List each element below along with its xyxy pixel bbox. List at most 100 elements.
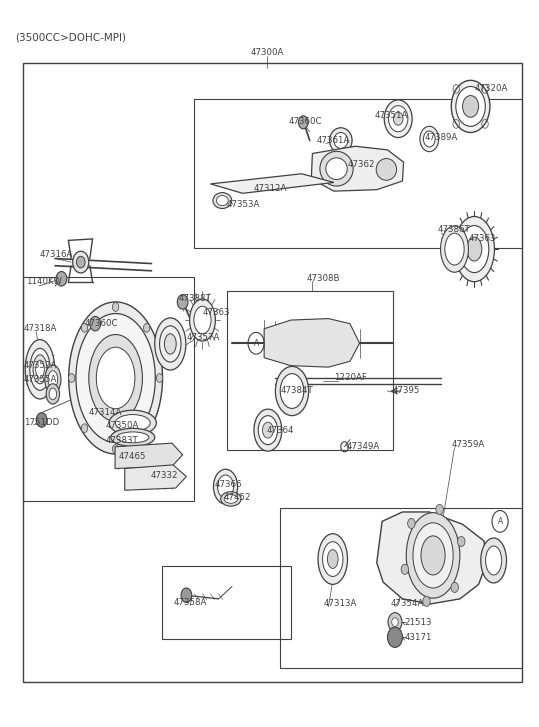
Ellipse shape xyxy=(393,112,403,125)
Ellipse shape xyxy=(48,371,58,388)
Circle shape xyxy=(436,505,444,515)
Text: A: A xyxy=(497,517,503,526)
Bar xyxy=(162,566,291,639)
Ellipse shape xyxy=(384,100,412,137)
Ellipse shape xyxy=(440,226,468,272)
Text: 47352A: 47352A xyxy=(24,361,57,370)
Circle shape xyxy=(143,324,150,332)
Polygon shape xyxy=(115,443,183,468)
Ellipse shape xyxy=(326,158,347,180)
Text: 47308B: 47308B xyxy=(307,273,341,283)
Ellipse shape xyxy=(420,126,439,152)
Text: 47350A: 47350A xyxy=(106,420,139,430)
Ellipse shape xyxy=(30,348,50,390)
Polygon shape xyxy=(312,146,404,191)
Ellipse shape xyxy=(460,225,489,273)
Circle shape xyxy=(177,294,188,309)
Ellipse shape xyxy=(46,384,60,404)
Circle shape xyxy=(113,302,119,311)
Text: 1220AF: 1220AF xyxy=(334,374,367,382)
Ellipse shape xyxy=(96,348,135,409)
Text: 47332: 47332 xyxy=(150,471,178,481)
Ellipse shape xyxy=(327,550,338,569)
Ellipse shape xyxy=(213,469,238,504)
Polygon shape xyxy=(377,512,487,604)
Circle shape xyxy=(401,564,409,574)
Ellipse shape xyxy=(254,409,282,451)
Text: 47314A: 47314A xyxy=(88,409,122,417)
Text: 47318A: 47318A xyxy=(24,324,57,333)
Ellipse shape xyxy=(322,542,343,577)
Text: 47384T: 47384T xyxy=(280,386,313,395)
Bar xyxy=(195,99,522,248)
Circle shape xyxy=(143,424,150,433)
Text: 47386T: 47386T xyxy=(438,225,471,234)
Circle shape xyxy=(388,613,402,632)
Text: A: A xyxy=(253,339,259,348)
Text: 47395: 47395 xyxy=(393,386,420,395)
Ellipse shape xyxy=(334,132,348,148)
Ellipse shape xyxy=(109,410,156,435)
Ellipse shape xyxy=(25,340,55,399)
Circle shape xyxy=(56,271,67,286)
Text: 47389A: 47389A xyxy=(425,133,458,142)
Ellipse shape xyxy=(89,334,142,422)
Ellipse shape xyxy=(462,95,479,117)
Text: 47366: 47366 xyxy=(215,480,243,489)
Ellipse shape xyxy=(389,105,408,132)
Text: 43171: 43171 xyxy=(405,632,432,642)
Text: 47360C: 47360C xyxy=(288,117,322,126)
Circle shape xyxy=(73,252,89,273)
Text: 47452: 47452 xyxy=(224,493,251,502)
Ellipse shape xyxy=(486,546,502,575)
Ellipse shape xyxy=(280,374,304,409)
Text: 1751DD: 1751DD xyxy=(24,418,59,427)
Circle shape xyxy=(113,445,119,454)
Ellipse shape xyxy=(424,131,435,147)
Ellipse shape xyxy=(258,416,278,445)
Text: 47353A: 47353A xyxy=(226,200,260,209)
Bar xyxy=(23,63,522,682)
Ellipse shape xyxy=(224,494,238,503)
Ellipse shape xyxy=(68,302,163,454)
Polygon shape xyxy=(211,174,334,193)
Text: 47364: 47364 xyxy=(267,425,294,435)
Text: 47362: 47362 xyxy=(347,160,375,169)
Ellipse shape xyxy=(329,128,352,153)
Ellipse shape xyxy=(451,80,490,132)
Polygon shape xyxy=(125,465,186,490)
Ellipse shape xyxy=(467,237,482,261)
Ellipse shape xyxy=(217,196,228,206)
Text: 47361A: 47361A xyxy=(317,136,350,145)
Text: 47388T: 47388T xyxy=(178,294,211,303)
Ellipse shape xyxy=(36,361,44,378)
Ellipse shape xyxy=(194,306,211,334)
Ellipse shape xyxy=(454,217,494,281)
Circle shape xyxy=(388,627,403,648)
Text: 21513: 21513 xyxy=(405,617,432,627)
Circle shape xyxy=(36,413,47,427)
Text: 47316A: 47316A xyxy=(40,250,73,260)
Text: 47363: 47363 xyxy=(469,234,496,244)
Circle shape xyxy=(299,116,308,129)
Text: 47360C: 47360C xyxy=(85,319,118,328)
Circle shape xyxy=(81,424,88,433)
Text: 47349A: 47349A xyxy=(346,442,379,451)
Ellipse shape xyxy=(76,313,155,443)
Text: 47300A: 47300A xyxy=(250,47,284,57)
Ellipse shape xyxy=(116,432,149,443)
Ellipse shape xyxy=(111,428,155,446)
Circle shape xyxy=(458,537,465,547)
Text: 47383T: 47383T xyxy=(106,436,139,446)
Ellipse shape xyxy=(45,365,61,394)
Ellipse shape xyxy=(155,318,186,370)
Text: 47359A: 47359A xyxy=(452,440,485,449)
Text: 47354A: 47354A xyxy=(390,600,424,608)
Circle shape xyxy=(81,324,88,332)
Ellipse shape xyxy=(164,334,176,354)
Text: 47358A: 47358A xyxy=(174,598,207,607)
Text: 47465: 47465 xyxy=(118,451,146,461)
Bar xyxy=(280,508,522,667)
Text: (3500CC>DOHC-MPI): (3500CC>DOHC-MPI) xyxy=(15,33,126,43)
Ellipse shape xyxy=(217,475,233,498)
